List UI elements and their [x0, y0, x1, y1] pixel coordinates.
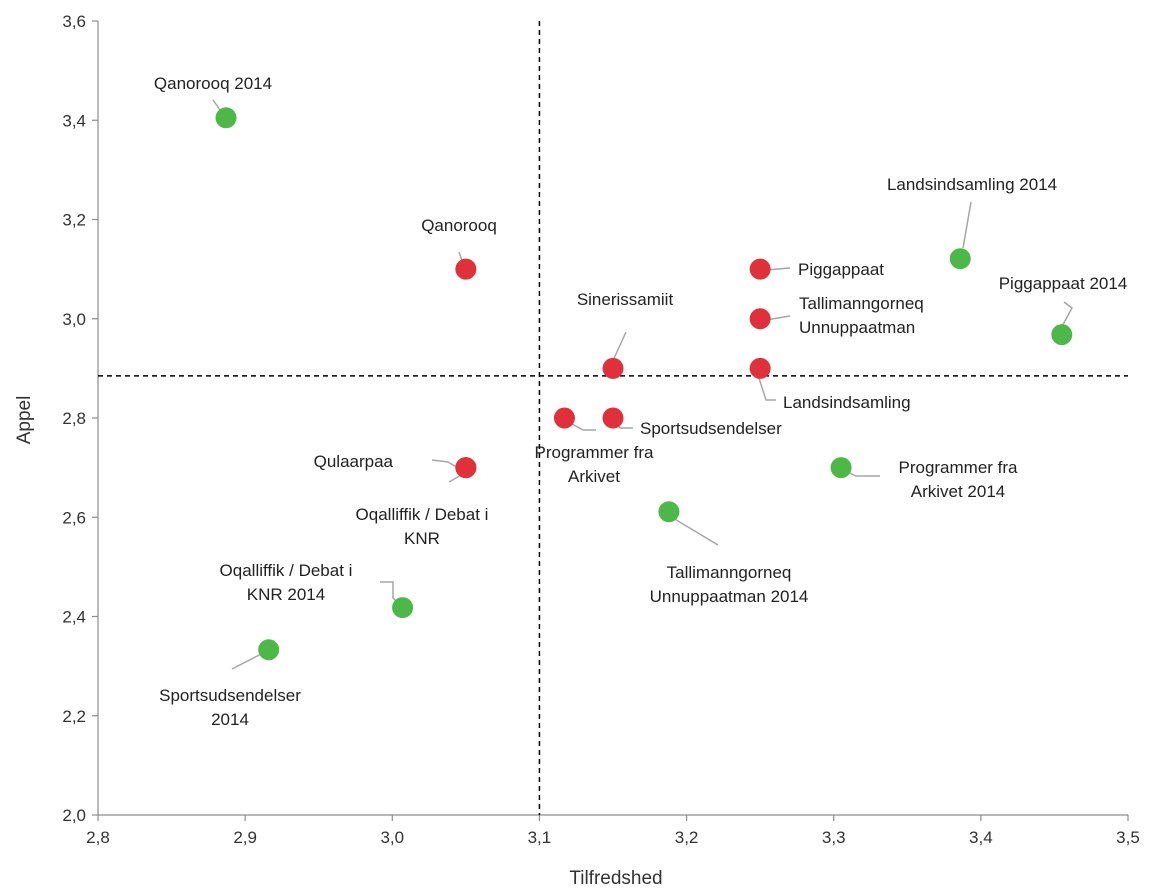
- data-point: [455, 457, 477, 479]
- x-tick-label: 3,0: [380, 828, 404, 847]
- data-label: Sinerissamiit: [577, 290, 674, 309]
- x-tick-label: 3,5: [1116, 828, 1140, 847]
- data-label: Qanorooq 2014: [154, 74, 272, 93]
- data-point: [658, 501, 680, 523]
- data-point: [258, 639, 280, 661]
- data-label: Qulaarpaa: [314, 452, 394, 471]
- y-tick-label: 3,4: [62, 111, 86, 130]
- point-labels: Qanorooq Piggappaat Tallimanngorneq Unnuppa…: [154, 74, 1127, 729]
- data-point: [1051, 324, 1073, 346]
- y-tick-label: 2,0: [62, 806, 86, 825]
- data-label: Programmer fra Arkivet 2014: [898, 458, 1018, 501]
- data-label: Oqalliffik / Debat i KNR 2014: [220, 561, 353, 604]
- x-tick-label: 3,2: [675, 828, 699, 847]
- y-tick-label: 2,8: [62, 409, 86, 428]
- data-label: Qanorooq: [421, 216, 497, 235]
- x-tick-label: 3,4: [969, 828, 993, 847]
- x-tick-label: 2,8: [86, 828, 110, 847]
- leader-line: [431, 459, 459, 469]
- data-point: [392, 597, 414, 619]
- y-tick-label: 3,0: [62, 310, 86, 329]
- y-tick-label: 3,2: [62, 211, 86, 230]
- x-axis-title: Tilfredshed: [569, 868, 662, 889]
- data-point: [749, 258, 771, 280]
- leader-line: [962, 201, 972, 249]
- leader-line: [1059, 301, 1073, 331]
- x-tick-label: 2,9: [233, 828, 257, 847]
- data-point: [553, 407, 575, 429]
- data-point: [949, 248, 971, 270]
- data-point: [749, 308, 771, 330]
- data-label: Sportsudsendelser 2014: [159, 686, 301, 729]
- data-label: Tallimanngorneq Unnuppaatman 2014: [650, 563, 809, 606]
- axes: 2,8 2,9 3,0 3,1 3,2 3,3 3,4 3,5 2,0 2,2 2,4 2,6 2,8 3…: [62, 12, 1139, 847]
- data-label: Sportsudsendelser: [640, 419, 782, 438]
- data-label: Tallimanngorneq Unnuppaatman: [799, 294, 924, 337]
- data-point: [749, 357, 771, 379]
- leader-line: [667, 514, 719, 546]
- data-label: Oqalliffik / Debat i KNR: [356, 505, 489, 548]
- x-tick-label: 3,3: [822, 828, 846, 847]
- data-label: Piggappaat: [798, 260, 884, 279]
- data-point: [215, 107, 237, 129]
- y-tick-label: 2,4: [62, 608, 86, 627]
- y-axis-title: Appel: [14, 396, 35, 445]
- leader-line: [756, 371, 776, 401]
- x-tick-label: 3,1: [528, 828, 552, 847]
- data-label: Landsindsamling 2014: [887, 175, 1057, 194]
- data-points: [215, 107, 1073, 661]
- data-label: Programmer fra Arkivet: [534, 443, 654, 486]
- data-label: Landsindsamling: [783, 393, 911, 412]
- data-point: [455, 258, 477, 280]
- data-point: [602, 357, 624, 379]
- y-tick-label: 3,6: [62, 12, 86, 31]
- data-label: Piggappaat 2014: [999, 274, 1128, 293]
- y-tick-label: 2,2: [62, 707, 86, 726]
- data-point: [830, 457, 852, 479]
- y-tick-label: 2,6: [62, 508, 86, 527]
- data-point: [602, 407, 624, 429]
